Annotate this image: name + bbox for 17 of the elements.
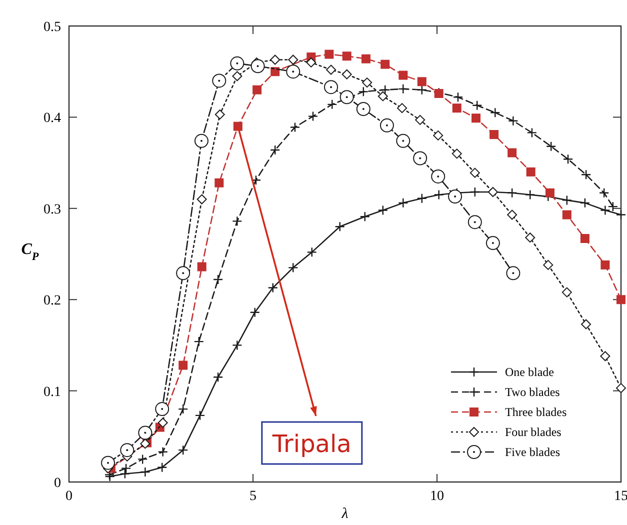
y-tick-label: 0.5 bbox=[44, 20, 61, 35]
x-tick-label: 10 bbox=[430, 489, 444, 504]
x-tick-label: 0 bbox=[66, 489, 72, 504]
y-tick-label: 0.3 bbox=[44, 202, 61, 218]
legend-label: Five blades bbox=[505, 445, 560, 459]
x-tick-label: 5 bbox=[250, 489, 256, 504]
legend-label: Four blades bbox=[505, 425, 562, 439]
y-axis-title: C$_{P}$ bbox=[21, 241, 39, 263]
legend-label: Three blades bbox=[505, 405, 567, 419]
x-axis-title: λ bbox=[340, 506, 349, 522]
y-tick-label: 0.2 bbox=[44, 294, 61, 309]
y-tick-label: 0 bbox=[54, 476, 61, 491]
legend-label: One blade bbox=[505, 365, 554, 379]
legend-label: Two blades bbox=[505, 385, 560, 399]
y-tick-label: 0.1 bbox=[44, 384, 61, 400]
y-tick-label: 0.4 bbox=[44, 111, 61, 126]
annotation: Tripala bbox=[271, 430, 352, 458]
